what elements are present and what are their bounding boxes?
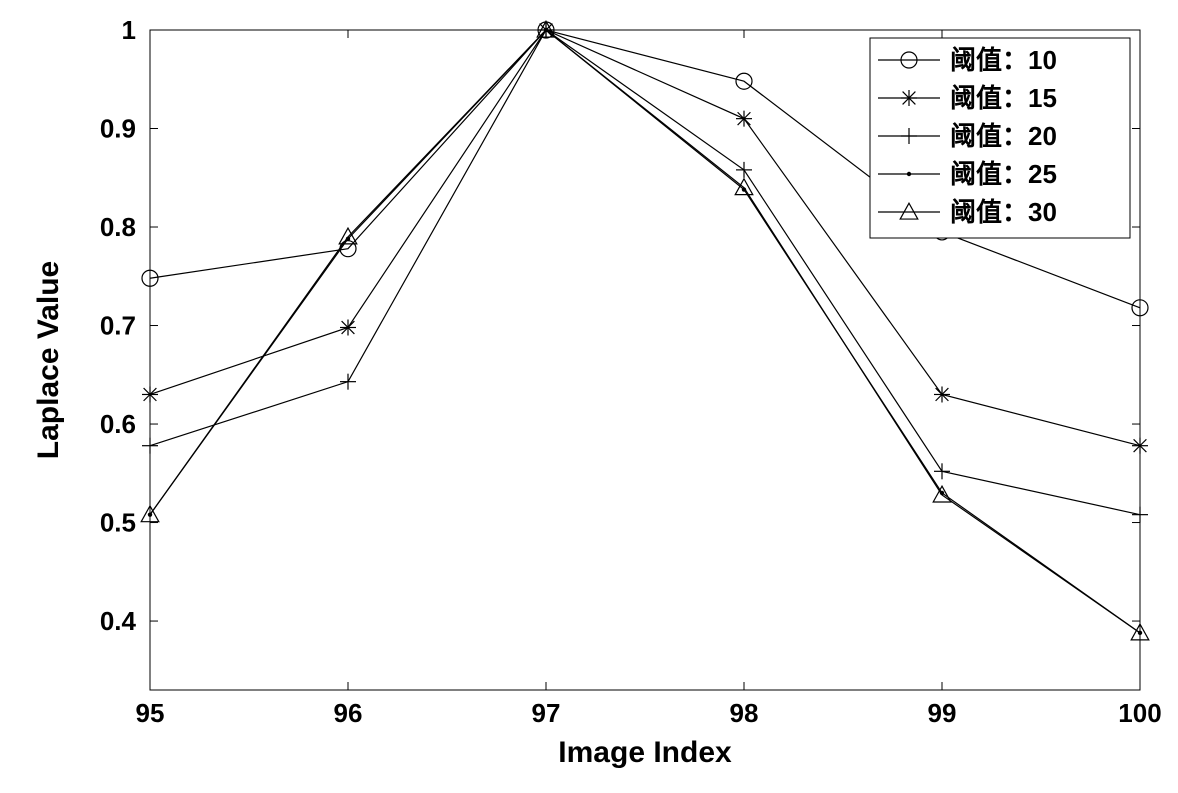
laplace-chart: 95 96 97 98 99 100 0.4 0.5 0.6 0.7 0.8 0.9 1 Image In… (0, 0, 1178, 793)
y-tick-label: 0.5 (100, 508, 136, 538)
marker-triangle (735, 179, 753, 195)
legend-label: 阈值：30 (950, 197, 1057, 227)
y-tick-label: 1 (122, 15, 136, 45)
x-tick-label: 97 (532, 698, 561, 728)
y-axis-label: Laplace Value (32, 261, 65, 459)
x-tick-label: 98 (730, 698, 759, 728)
legend-label: 阈值：10 (950, 45, 1057, 75)
y-tick-label: 0.4 (100, 606, 137, 636)
y-tick-label: 0.6 (100, 409, 136, 439)
chart-svg: 95 96 97 98 99 100 0.4 0.5 0.6 0.7 0.8 0.9 1 Image In… (0, 0, 1178, 793)
y-tick-label: 0.7 (100, 311, 136, 341)
y-tick-label: 0.9 (100, 114, 136, 144)
legend-label: 阈值：20 (950, 121, 1057, 151)
legend-label: 阈值：15 (950, 83, 1057, 113)
marker-dot (907, 172, 911, 176)
y-tick-label: 0.8 (100, 212, 136, 242)
x-tick-label: 100 (1118, 698, 1161, 728)
x-tick-label: 95 (136, 698, 165, 728)
x-axis-label: Image Index (558, 736, 732, 769)
x-tick-label: 96 (334, 698, 363, 728)
x-tick-label: 99 (928, 698, 957, 728)
legend-label: 阈值：25 (950, 159, 1057, 189)
